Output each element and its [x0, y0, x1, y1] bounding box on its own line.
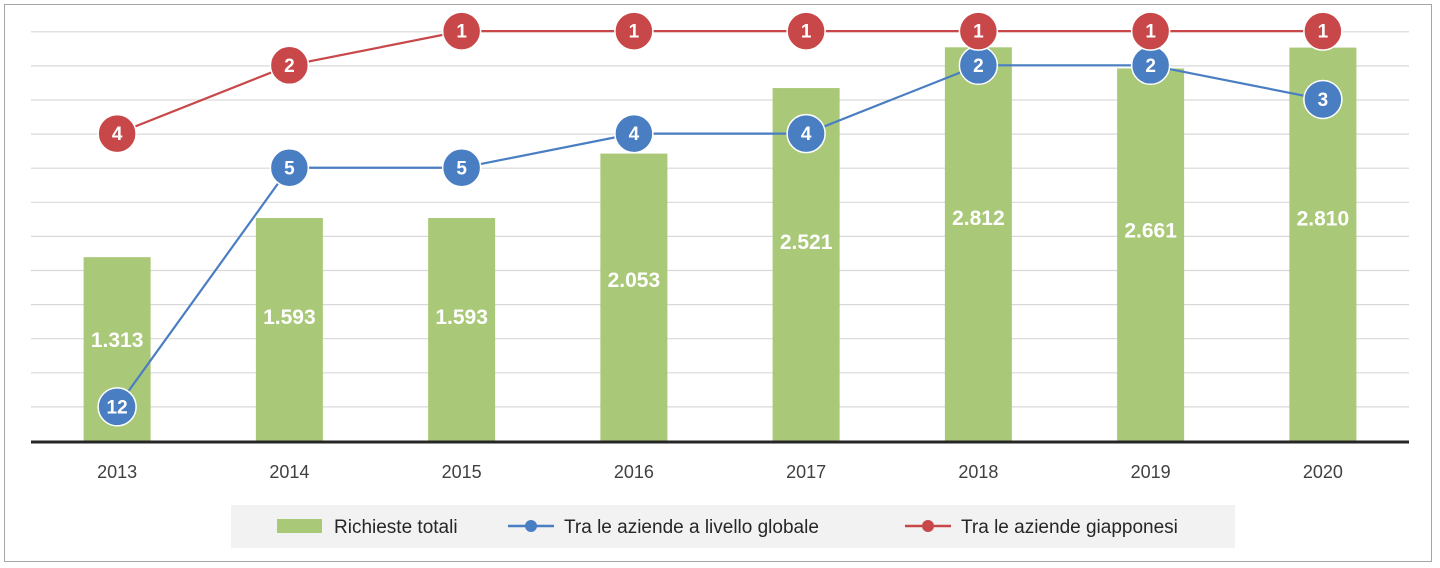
rank-marker — [1303, 11, 1343, 51]
series-line — [116, 30, 1323, 135]
bar — [428, 217, 496, 441]
rank-marker-label: 1 — [456, 22, 467, 43]
rank-marker-label: 4 — [801, 124, 812, 145]
rank-marker-label: 2 — [1145, 56, 1156, 77]
gridlines — [31, 31, 1409, 408]
rank-marker — [441, 11, 482, 51]
bar — [944, 47, 1012, 441]
rank-marker — [441, 148, 482, 188]
rank-marker-label: 4 — [112, 124, 123, 145]
chart-canvas: 1.313 1.593 1.593 2.053 2.521 2.812 2.661 2.810… — [31, 11, 1409, 548]
x-tick-label: 2016 — [614, 462, 654, 482]
rank-marker — [97, 113, 137, 154]
rank-marker-label: 2 — [973, 56, 984, 77]
rank-marker-label: 5 — [284, 158, 295, 179]
rank-marker-label: 1 — [1318, 22, 1329, 43]
rank-marker — [614, 11, 654, 51]
bar-value-label: 1.593 — [263, 306, 316, 329]
rank-marker-label: 5 — [456, 158, 467, 179]
bar — [1117, 68, 1185, 442]
x-tick-labels: 2013 2014 2015 2016 2017 2018 2019 2020 — [97, 462, 1343, 482]
bar — [255, 217, 323, 441]
legend: Richieste totali Tra le aziende a livello… — [231, 505, 1235, 548]
bar-value-label: 2.810 — [1297, 207, 1350, 230]
rank-marker-label: 2 — [284, 56, 295, 77]
x-tick-label: 2020 — [1303, 462, 1343, 482]
x-tick-label: 2019 — [1131, 462, 1171, 482]
bars: 1.313 1.593 1.593 2.053 2.521 2.812 2.661 2.810 — [83, 47, 1357, 442]
rank-marker — [97, 387, 137, 427]
rank-marker — [1303, 79, 1343, 120]
rank-marker — [786, 113, 826, 154]
x-tick-label: 2017 — [786, 462, 826, 482]
rank-marker-label: 1 — [973, 22, 984, 43]
rank-marker-label: 1 — [1145, 22, 1156, 43]
series-line — [116, 64, 1324, 408]
legend-swatch-marker — [525, 520, 537, 532]
rank-marker — [958, 11, 999, 51]
bar-value-label: 1.313 — [91, 329, 144, 352]
legend-label: Tra le aziende a livello globale — [564, 517, 819, 538]
x-tick-label: 2015 — [442, 462, 482, 482]
rank-marker-label: 1 — [801, 22, 812, 43]
rank-marker — [614, 113, 654, 154]
bar — [600, 153, 668, 441]
rank-marker-label: 1 — [629, 22, 640, 43]
x-tick-label: 2014 — [269, 462, 309, 482]
rank-marker-label: 4 — [629, 124, 640, 145]
bar-value-label: 2.812 — [952, 207, 1005, 230]
bar-value-label: 2.521 — [780, 231, 833, 254]
chart-frame: 1.313 1.593 1.593 2.053 2.521 2.812 2.661 2.810… — [4, 4, 1432, 562]
legend-swatch-bar — [277, 519, 322, 533]
rank-marker — [269, 45, 310, 86]
x-tick-label: 2013 — [97, 462, 137, 482]
rank-marker — [1130, 11, 1171, 51]
legend-swatch-marker — [922, 520, 934, 532]
legend-label: Tra le aziende giapponesi — [961, 517, 1178, 538]
bar-value-label: 1.593 — [435, 306, 488, 329]
rank-marker-label: 3 — [1318, 90, 1329, 111]
rank-lines: 12 5 5 4 4 2 2 3 4 2 1 1 1 1 1 1 — [97, 11, 1343, 427]
x-tick-label: 2018 — [958, 462, 998, 482]
bar-value-label: 2.053 — [608, 269, 661, 292]
rank-marker-label: 12 — [107, 397, 128, 418]
rank-marker — [786, 11, 826, 51]
rank-marker — [269, 148, 310, 188]
legend-label: Richieste totali — [334, 517, 458, 538]
legend-background — [231, 505, 1235, 548]
bar-value-label: 2.661 — [1124, 219, 1177, 242]
